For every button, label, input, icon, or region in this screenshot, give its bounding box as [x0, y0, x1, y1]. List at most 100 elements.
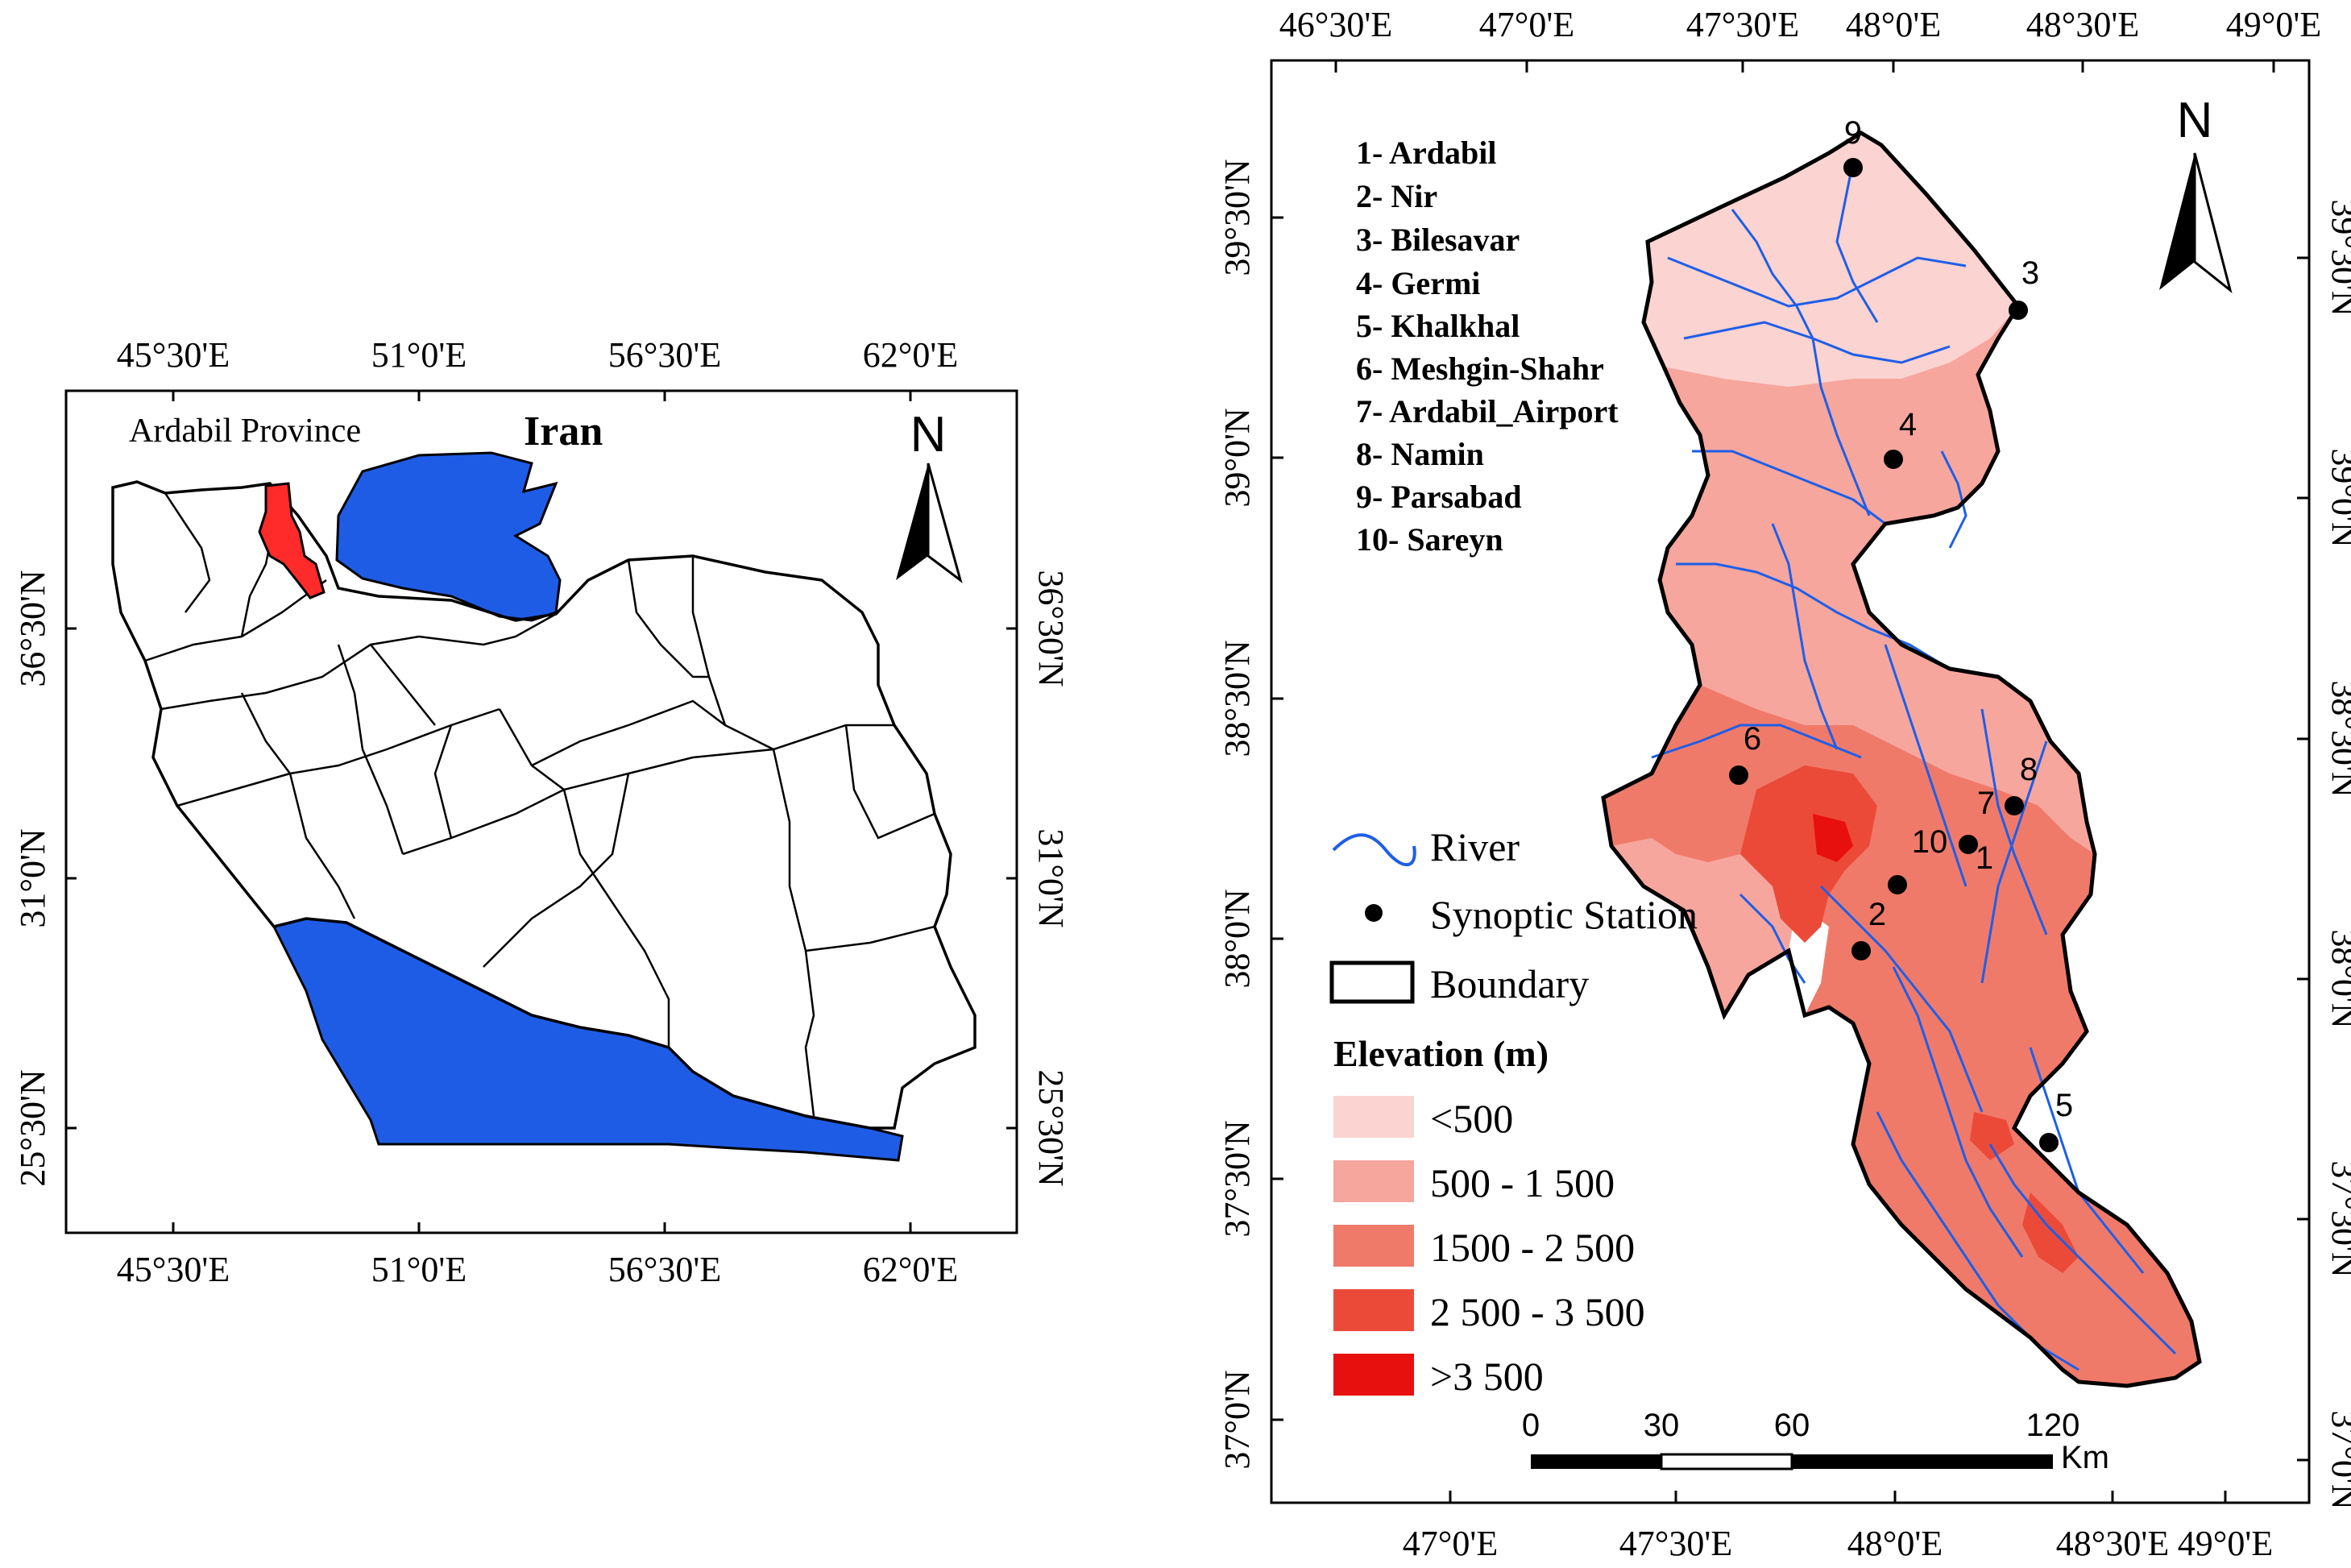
ardabil-province-label: Ardabil Province [129, 413, 361, 450]
synoptic-stations: 9 3 4 6 8 7 10 1 2 5 [1729, 115, 2073, 1152]
elevation-swatch [1333, 1289, 1414, 1331]
station-list-item: 6- Meshgin-Shahr [1356, 351, 1604, 387]
station-marker-4 [1884, 450, 1903, 469]
station-marker-8 [2005, 796, 2024, 815]
scale-tick: 60 [1774, 1408, 1810, 1443]
elevation-swatch [1333, 1160, 1414, 1202]
ardabil-lon-tick-top: 49°0'E [2226, 5, 2321, 44]
scale-tick: 120 [2026, 1408, 2080, 1443]
station-number: 2 [1868, 897, 1886, 932]
iran-lon-tick-top: 45°30'E [117, 335, 230, 375]
ardabil-lat-tick-right: 38°30'N [2324, 680, 2351, 797]
legend-station-label: Synoptic Station [1430, 892, 1698, 937]
iran-lon-tick-bottom: 51°0'E [371, 1250, 466, 1289]
station-marker-5 [2039, 1133, 2059, 1152]
station-marker-9 [1843, 158, 1863, 177]
iran-lat-tick-right: 36°30'N [1031, 570, 1071, 687]
elevation-class-gt3500 [1813, 814, 1853, 862]
ardabil-north-arrow: N [2159, 93, 2233, 293]
ardabil-lon-tick-top: 47°30'E [1686, 5, 1799, 44]
station-marker-6 [1729, 765, 1748, 785]
iran-lon-tick-top: 51°0'E [371, 335, 466, 375]
ardabil-boundary [1601, 131, 2202, 1388]
station-number: 7 [1977, 786, 1995, 821]
station-list: 1- Ardabil 2- Nir 3- Bilesavar 4- Germi … [1356, 135, 1619, 558]
caspian-sea [335, 451, 562, 622]
station-list-item: 4- Germi [1356, 265, 1480, 301]
scale-tick: 0 [1522, 1408, 1540, 1443]
scale-bar: 0 30 60 120 Km [1522, 1408, 2109, 1475]
iran-map-panel: 45°30'E 51°0'E 56°30'E 62°0'E 45°30'E 51… [13, 335, 1071, 1289]
ardabil-lat-tick-right: 39°0'N [2324, 448, 2351, 547]
station-list-item: 7- Ardabil_Airport [1356, 393, 1619, 429]
station-number: 9 [1844, 115, 1862, 151]
iran-lon-tick-bottom: 62°0'E [863, 1250, 958, 1289]
ardabil-lon-tick-top: 48°0'E [1846, 5, 1941, 44]
station-marker-10 [1959, 835, 1978, 854]
iran-lon-tick-top: 62°0'E [863, 335, 958, 375]
legend-river-label: River [1430, 824, 1520, 869]
station-number: 4 [1899, 407, 1917, 442]
ardabil-lat-tick-left: 39°30'N [1217, 159, 1257, 276]
iran-lon-tick-bottom: 56°30'E [608, 1250, 721, 1289]
station-list-item: 3- Bilesavar [1356, 222, 1520, 258]
legend-elevation-title: Elevation (m) [1333, 1033, 1549, 1074]
ardabil-lat-tick-right: 39°30'N [2324, 199, 2351, 316]
elevation-class-lt500 [1644, 133, 2018, 387]
station-number: 10 [1912, 824, 1948, 860]
iran-map-ticks [66, 391, 1017, 1233]
ardabil-lon-tick-top: 46°30'E [1279, 5, 1392, 44]
boundary-legend-symbol [1329, 960, 1415, 1004]
iran-north-arrow: N [896, 407, 963, 583]
station-list-item: 2- Nir [1356, 178, 1437, 214]
legend-boundary-label: Boundary [1430, 961, 1589, 1006]
iran-lat-tick-left: 25°30'N [13, 1069, 52, 1186]
station-marker-2 [1851, 941, 1871, 960]
station-legend-symbol [1365, 904, 1383, 922]
svg-text:N: N [2177, 93, 2213, 148]
ardabil-lat-tick-left: 38°30'N [1217, 640, 1257, 757]
elevation-swatch [1333, 1225, 1414, 1267]
elevation-class-label: 1500 - 2 500 [1430, 1225, 1635, 1270]
elevation-class-label: >3 500 [1430, 1354, 1544, 1399]
ardabil-lat-tick-left: 38°0'N [1217, 889, 1257, 988]
station-list-item: 9- Parsabad [1356, 479, 1522, 515]
ardabil-province-highlight [258, 482, 325, 599]
iran-lat-tick-right: 31°0'N [1031, 828, 1071, 927]
ardabil-lon-tick-top: 47°0'E [1479, 5, 1574, 44]
station-list-item: 8- Namin [1356, 436, 1484, 472]
iran-lat-tick-right: 25°30'N [1031, 1069, 1071, 1186]
iran-title: Iran [524, 409, 603, 454]
ardabil-lon-tick-bottom: 47°30'E [1619, 1524, 1732, 1563]
iran-lat-tick-left: 36°30'N [13, 570, 52, 687]
scale-unit: Km [2061, 1440, 2109, 1475]
elevation-class-1500-2500 [1603, 685, 2200, 1386]
ardabil-lon-tick-bottom: 49°0'E [2178, 1524, 2273, 1563]
river-legend-symbol [1332, 833, 1416, 867]
station-marker-1 [1888, 875, 1907, 894]
station-list-item: 1- Ardabil [1356, 135, 1496, 171]
iran-outline [111, 480, 976, 1130]
elevation-class-label: 500 - 1 500 [1430, 1160, 1615, 1205]
elevation-swatch [1333, 1096, 1414, 1138]
map-legend: River Synoptic Station Boundary Elevatio… [1329, 824, 1698, 1399]
svg-text:N: N [910, 407, 947, 463]
ardabil-map-ticks [1271, 60, 2309, 1503]
scale-tick: 30 [1644, 1408, 1680, 1443]
ardabil-lon-tick-bottom: 47°0'E [1403, 1524, 1498, 1563]
elevation-class-label: <500 [1430, 1096, 1513, 1141]
station-list-item: 5- Khalkhal [1356, 308, 1520, 344]
ardabil-lat-tick-left: 37°30'N [1217, 1120, 1257, 1237]
station-number: 5 [2055, 1088, 2073, 1123]
ardabil-lon-tick-bottom: 48°0'E [1847, 1524, 1943, 1563]
river-network [1651, 160, 2177, 1371]
ardabil-map-panel: 9 3 4 6 8 7 10 1 2 5 1- Ardabil 2- Nir 3… [1217, 5, 2351, 1563]
elevation-class-2500-3500 [1740, 765, 2079, 1273]
ardabil-lat-tick-right: 37°0'N [2324, 1410, 2351, 1509]
station-number: 8 [2020, 752, 2038, 787]
ardabil-lon-tick-top: 48°30'E [2026, 5, 2139, 44]
iran-lon-tick-bottom: 45°30'E [117, 1250, 230, 1289]
elevation-swatch [1333, 1354, 1414, 1396]
station-marker-3 [2009, 301, 2028, 320]
station-list-item: 10- Sareyn [1356, 521, 1503, 558]
